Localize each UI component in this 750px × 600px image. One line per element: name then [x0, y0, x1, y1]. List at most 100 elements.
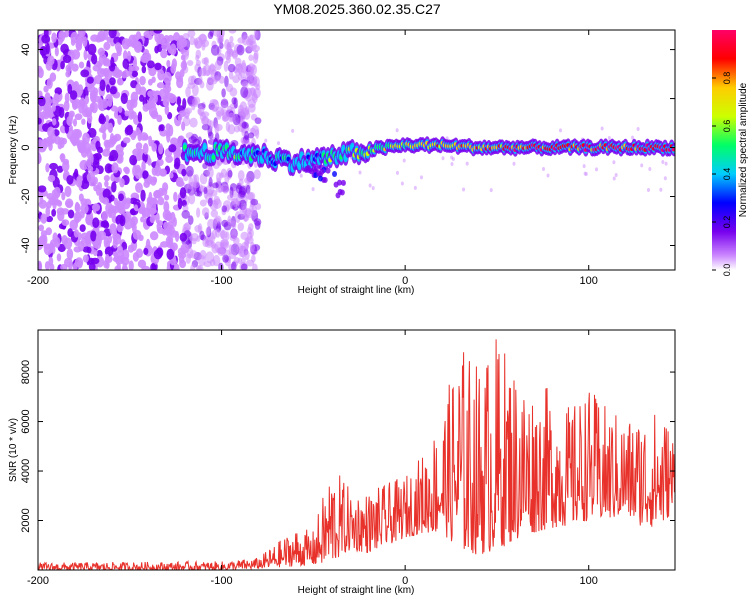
spectrogram-signal-blob: [322, 177, 328, 184]
spectrogram-x-tick-label: -100: [211, 275, 233, 287]
spectrogram-noise-blob: [82, 132, 90, 145]
spectrogram-noise-blob: [254, 220, 261, 231]
spectrogram-noise-blob: [45, 162, 50, 173]
spectrogram-noise-blob: [105, 84, 111, 93]
spectrogram-y-label: Frequency (Hz): [8, 116, 19, 185]
spectrogram-noise-blob: [614, 173, 618, 178]
spectrogram-noise-blob: [148, 67, 157, 77]
spectrogram-noise-blob: [159, 124, 165, 132]
spectrogram-noise-blob: [311, 187, 315, 192]
spectrogram-noise-blob: [98, 115, 107, 125]
spectrogram-noise-blob: [212, 254, 221, 267]
spectrogram-noise-blob: [124, 125, 134, 136]
spectrogram-noise-blob: [83, 141, 91, 154]
spectrogram-noise-blob: [207, 197, 213, 207]
spectrogram-noise-blob: [116, 69, 123, 78]
snr-y-label: SNR (10 * v/v): [8, 418, 19, 482]
spectrogram-noise-blob: [143, 180, 150, 188]
spectrogram-noise-blob: [291, 128, 295, 133]
spectrogram-noise-blob: [163, 71, 172, 84]
spectrogram-noise-blob: [177, 251, 187, 259]
spectrogram-noise-blob: [146, 60, 155, 69]
spectrogram-noise-blob: [121, 70, 128, 79]
spectrogram-noise-blob: [173, 191, 178, 202]
spectrogram-noise-blob: [178, 37, 188, 48]
spectrogram-noise-blob: [162, 95, 167, 107]
spectrogram-noise-blob: [154, 62, 162, 71]
spectrogram-noise-blob: [595, 167, 599, 172]
spectrogram-noise-blob: [214, 228, 221, 238]
spectrogram-noise-blob: [71, 98, 78, 110]
spectrogram-noise-blob: [107, 96, 113, 108]
spectrogram-noise-blob: [91, 53, 98, 65]
spectrogram-noise-blob: [185, 253, 191, 264]
spectrogram-noise-blob: [214, 60, 222, 71]
snr-y-tick-label: 6000: [20, 409, 32, 433]
spectrogram-signal-core: [671, 147, 675, 152]
spectrogram-noise-blob: [38, 65, 43, 74]
spectrogram-noise-blob: [132, 59, 138, 68]
spectrogram-noise-blob: [82, 254, 89, 263]
spectrogram-noise-blob: [57, 243, 66, 253]
spectrogram-noise-blob: [97, 30, 106, 42]
spectrogram-signal-blob: [339, 189, 345, 196]
spectrogram-noise-blob: [161, 43, 170, 50]
spectrogram-noise-blob: [221, 219, 229, 228]
snr-series-line: [38, 339, 675, 570]
snr-y-tick-label: 8000: [20, 360, 32, 384]
spectrogram-noise-blob: [203, 57, 210, 66]
spectrogram-noise-blob: [61, 160, 70, 172]
spectrogram-noise-blob: [180, 54, 186, 61]
spectrogram-noise-blob: [128, 64, 133, 76]
spectrogram-noise-blob: [264, 138, 268, 143]
spectrogram-noise-blob: [176, 180, 185, 187]
spectrogram-noise-blob: [124, 167, 130, 175]
spectrogram-noise-blob: [166, 248, 175, 260]
spectrogram-noise-blob: [56, 207, 65, 216]
spectrogram-noise-blob: [244, 239, 250, 250]
spectrogram-noise-blob: [462, 187, 466, 192]
spectrogram-noise-blob: [167, 112, 173, 120]
spectrogram-noise-blob: [72, 118, 78, 127]
spectrogram-noise-blob: [57, 142, 63, 150]
spectrogram-noise-blob: [135, 182, 143, 193]
spectrogram-noise-blob: [72, 262, 78, 270]
spectrogram-noise-blob: [54, 237, 61, 248]
spectrogram-noise-blob: [146, 207, 151, 219]
spectrogram-signal-blob: [336, 179, 342, 186]
spectrogram-noise-blob: [73, 211, 82, 223]
spectrogram-noise-blob: [38, 95, 46, 107]
spectrogram-noise-blob: [181, 121, 186, 132]
spectrogram-noise-blob: [233, 236, 240, 245]
spectrogram-noise-blob: [163, 221, 170, 230]
spectrogram-noise-blob: [179, 187, 187, 199]
spectrogram-noise-blob: [100, 98, 109, 109]
colorbar-tick-label: 0.0: [722, 264, 732, 277]
spectrogram-noise-blob: [142, 134, 149, 141]
spectrogram-noise-blob: [102, 188, 111, 199]
spectrogram-noise-blob: [156, 222, 162, 232]
spectrogram-signal-blob: [304, 165, 310, 172]
spectrogram-noise-blob: [87, 43, 97, 56]
spectrogram-noise-blob: [220, 108, 225, 116]
spectrogram-noise-blob: [277, 141, 281, 146]
spectrogram-noise-blob: [50, 195, 59, 206]
spectrogram-noise-blob: [71, 63, 79, 72]
spectrogram-noise-blob: [179, 259, 187, 269]
spectrogram-noise-blob: [143, 247, 149, 255]
spectrogram-noise-blob: [221, 88, 226, 98]
spectrogram-noise-blob: [163, 201, 170, 213]
spectrogram-noise-blob: [65, 70, 71, 78]
spectrogram-noise-blob: [89, 103, 95, 113]
spectrogram-y-tick-label: -40: [20, 238, 32, 254]
spectrogram-noise-blob: [51, 102, 56, 112]
spectrogram-noise-blob: [190, 263, 196, 270]
colorbar-tick-label: 0.6: [722, 120, 732, 133]
spectrogram-noise-blob: [109, 132, 115, 145]
spectrogram-noise-blob: [195, 54, 200, 62]
spectrogram-noise-blob: [167, 224, 175, 236]
spectrogram-noise-blob: [75, 137, 81, 147]
spectrogram-noise-blob: [98, 127, 107, 134]
spectrogram-noise-blob: [61, 219, 70, 227]
